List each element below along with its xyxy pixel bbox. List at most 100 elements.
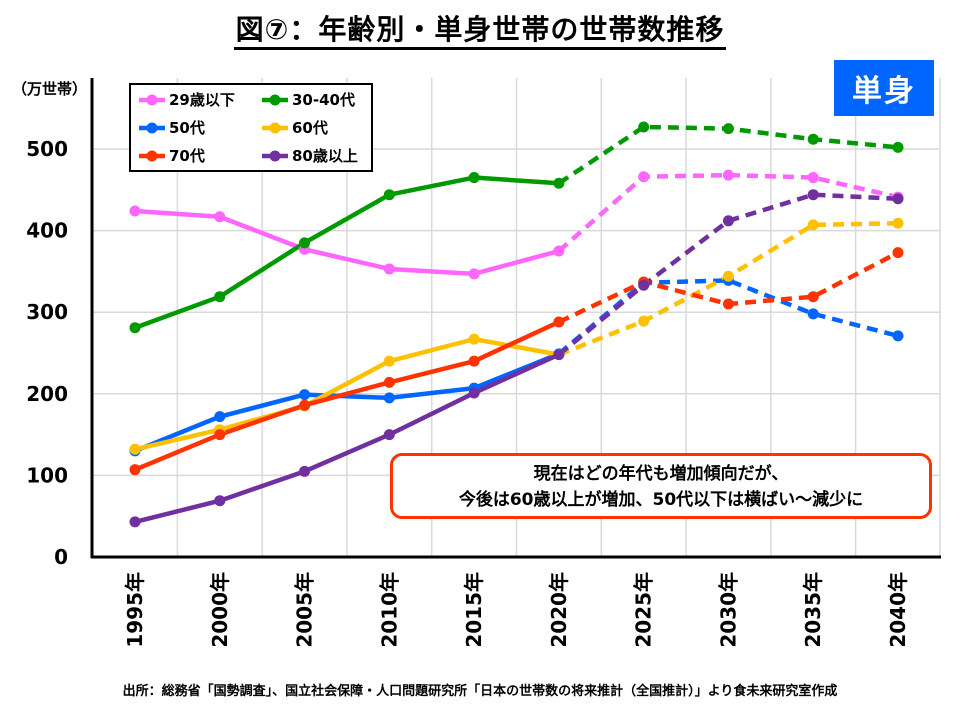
data-point [892,247,904,259]
data-point [553,177,565,189]
x-tick-label: 2000年 [208,572,232,648]
y-tick-label: 100 [26,463,68,487]
data-point [468,355,480,367]
source-note: 出所：総務省「国勢調査」、国立社会保障・人口問題研究所「日本の世帯数の将来推計（… [122,684,838,699]
data-point [892,330,904,342]
data-point [807,219,819,231]
data-point [214,211,226,223]
data-point [299,399,311,411]
legend-swatch [139,94,165,105]
data-point [129,464,141,476]
data-point [892,193,904,205]
data-point [638,171,650,183]
data-point [129,443,141,455]
series-line-actual [134,175,560,330]
data-point [383,189,395,201]
legend-swatch [262,150,288,161]
legend-swatch [139,150,165,161]
series-line-projection [557,278,899,356]
x-tick-label: 2030年 [716,572,740,648]
data-point [892,141,904,153]
data-point [383,392,395,404]
data-point [299,237,311,249]
legend-swatch [139,122,165,133]
series-line-actual [134,336,560,452]
series-points [129,121,904,528]
data-point [383,429,395,441]
data-point [807,291,819,303]
data-point [383,355,395,367]
data-point [638,315,650,327]
data-point [722,298,734,310]
y-tick-label: 400 [26,219,68,243]
chart-title: 図⑦：年齢別・単身世帯の世帯数推移 [233,13,727,50]
annotation-box: 現在はどの年代も増加傾向だが、 今後は60歳以上が増加、50代以下は横ばい～減少… [390,453,932,519]
data-point [214,411,226,423]
annotation-line-1: 現在はどの年代も増加傾向だが、 [533,464,789,484]
legend-swatch [262,94,288,105]
axes [90,78,941,559]
y-tick-labels: 0 100 200 300 400 500 [26,137,68,569]
x-tick-label: 2010年 [377,572,401,648]
legend-item: 70代 [137,145,205,166]
legend-label: 60代 [292,119,328,137]
series-line-projection [557,172,899,253]
legend-label: 30-40代 [292,91,355,109]
data-point [129,205,141,217]
legend-item: 50代 [137,117,205,138]
y-tick-label: 200 [26,382,68,406]
data-point [638,121,650,133]
y-tick-label: 300 [26,300,68,324]
data-point [214,495,226,507]
y-tick-label: 500 [26,137,68,161]
series-line-actual [134,351,560,454]
legend-label: 29歳以下 [169,91,235,109]
data-point [214,291,226,303]
data-point [638,279,650,291]
data-point [722,169,734,181]
legend-item: 30-40代 [260,89,355,110]
data-point [299,465,311,477]
data-point [553,245,565,257]
data-point [383,263,395,275]
x-tick-labels: 1995年 2000年 2005年 2010年 2015年 2020年 2025年 2030年… [123,572,910,648]
data-point [468,387,480,399]
legend-item: 60代 [260,117,328,138]
x-tick-label: 2025年 [632,572,656,648]
legend-item: 29歳以下 [137,89,235,110]
data-point [807,172,819,184]
data-point [553,316,565,328]
legend: 29歳以下 30-40代 50代 60代 70代 80歳以上 [129,83,373,172]
data-point [468,268,480,280]
legend-item: 80歳以上 [260,145,358,166]
data-point [807,308,819,320]
data-point [722,270,734,282]
y-tick-label: 0 [54,545,68,569]
data-point [468,333,480,345]
data-point [892,217,904,229]
chart-title-wrap: 図⑦：年齢別・単身世帯の世帯数推移 [0,8,960,50]
legend-label: 70代 [169,147,205,165]
data-point [129,516,141,528]
data-point [214,429,226,441]
data-point [807,133,819,145]
series-line-actual [134,352,560,525]
data-point [722,123,734,135]
x-tick-label: 2005年 [293,572,317,648]
data-point [299,389,311,401]
legend-label: 80歳以上 [292,147,358,165]
series-line-projection [558,221,899,357]
x-tick-label: 2035年 [801,572,825,648]
series-line-actual [134,319,560,472]
x-tick-label: 2040年 [886,572,910,648]
legend-swatch [262,122,288,133]
y-axis-unit: （万世帯） [12,80,88,98]
data-point [722,215,734,227]
x-tick-label: 2020年 [547,572,571,648]
annotation-line-2: 今後は60歳以上が増加、50代以下は横ばい～減少に [458,490,864,510]
data-point [553,349,565,361]
data-point [468,172,480,184]
single-household-badge: 単身 [834,60,934,116]
data-point [129,322,141,334]
x-tick-label: 1995年 [123,572,147,648]
